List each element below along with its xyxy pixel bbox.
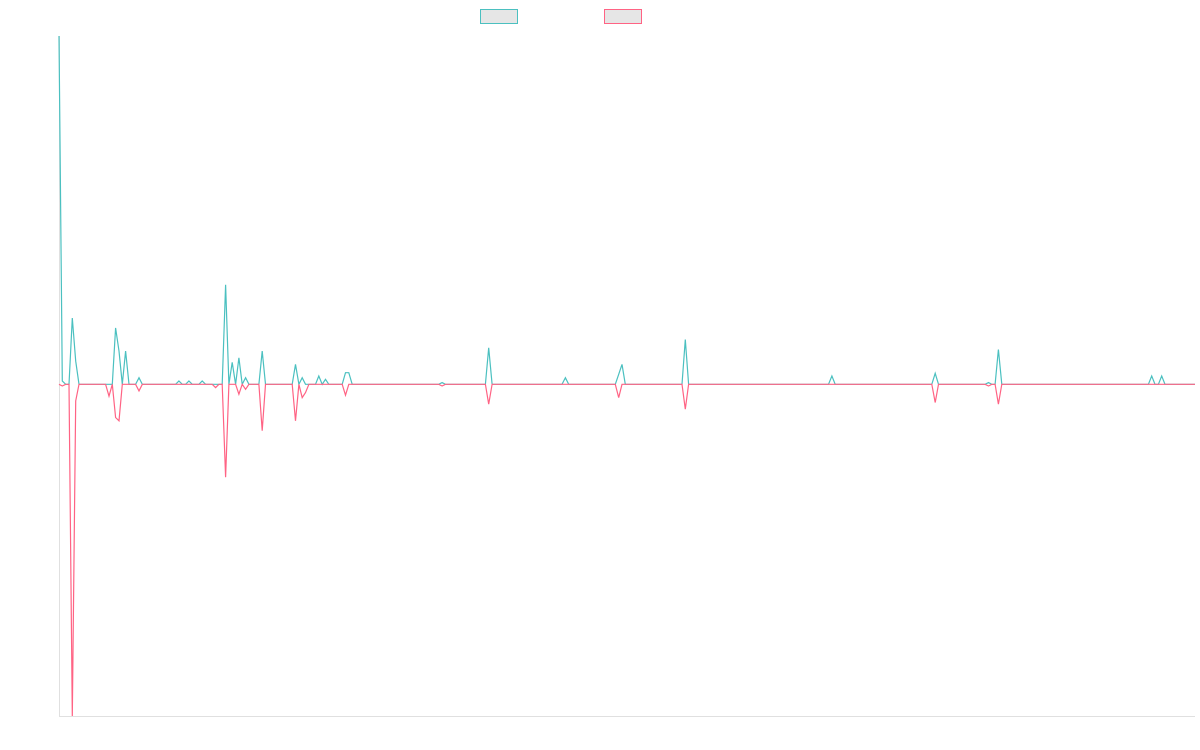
legend-swatch-series-2[interactable] [604, 9, 642, 24]
series-1-line [58, 35, 1195, 387]
legend-swatch-series-1[interactable] [480, 9, 518, 24]
legend [0, 9, 1200, 27]
series-2-line [58, 382, 1195, 717]
